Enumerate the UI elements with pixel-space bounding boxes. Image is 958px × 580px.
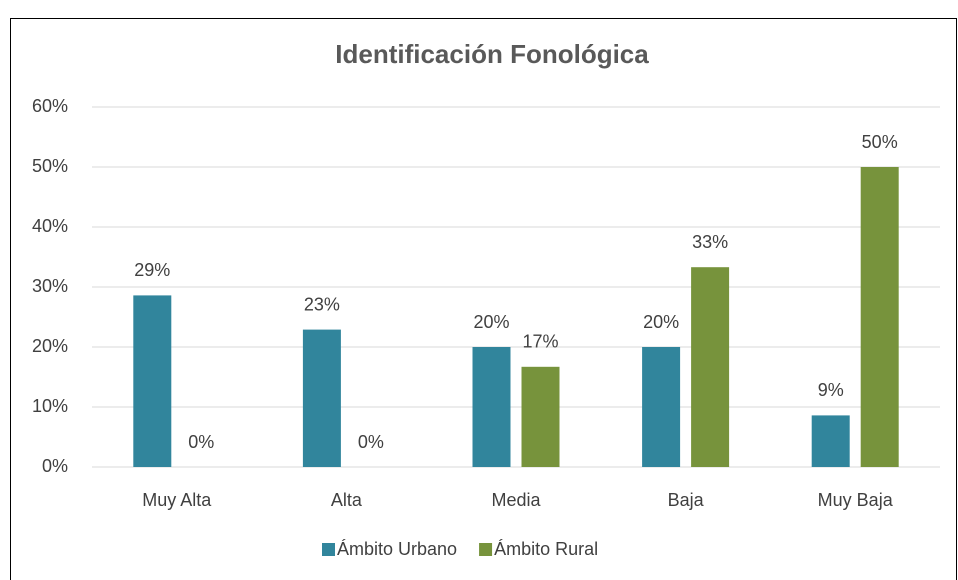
y-tick-label: 10% <box>32 396 68 416</box>
bar <box>860 167 899 467</box>
data-label: 20% <box>473 312 509 332</box>
y-tick-label: 0% <box>42 456 68 476</box>
bar <box>811 415 850 467</box>
y-tick-label: 60% <box>32 96 68 116</box>
bar <box>302 329 341 467</box>
x-tick-label: Muy Alta <box>142 490 212 510</box>
x-tick-label: Baja <box>668 490 705 510</box>
x-tick-label: Muy Baja <box>818 490 894 510</box>
data-label: 29% <box>134 260 170 280</box>
bar <box>472 347 511 467</box>
data-label: 0% <box>358 432 384 452</box>
bar <box>691 267 730 467</box>
legend-swatch <box>322 543 335 556</box>
data-label: 17% <box>522 332 558 352</box>
chart-title: Identificación Fonológica <box>335 39 649 69</box>
legend-label: Ámbito Rural <box>494 539 598 559</box>
data-label: 23% <box>304 294 340 314</box>
data-label: 20% <box>643 312 679 332</box>
legend-label: Ámbito Urbano <box>337 539 457 559</box>
bar <box>133 295 172 467</box>
y-tick-label: 50% <box>32 156 68 176</box>
x-tick-label: Alta <box>331 490 363 510</box>
y-tick-label: 20% <box>32 336 68 356</box>
data-label: 0% <box>188 432 214 452</box>
data-label: 50% <box>862 132 898 152</box>
x-tick-label: Media <box>491 490 541 510</box>
bar <box>521 366 560 467</box>
bar <box>642 347 681 467</box>
data-label: 9% <box>818 380 844 400</box>
legend-swatch <box>479 543 493 556</box>
y-tick-label: 30% <box>32 276 68 296</box>
y-tick-label: 40% <box>32 216 68 236</box>
data-label: 33% <box>692 232 728 252</box>
